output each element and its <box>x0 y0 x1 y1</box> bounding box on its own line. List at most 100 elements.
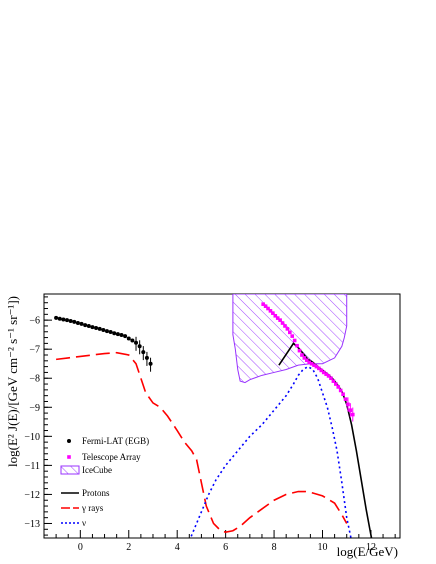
data-point <box>350 412 355 417</box>
data-point <box>144 355 149 360</box>
legend-label: γ rays <box>81 503 104 513</box>
data-point <box>75 321 80 326</box>
data-point <box>137 344 142 349</box>
x-tick-label: 0 <box>78 542 83 553</box>
y-axis-title: log(E² J(E)/[GeV cm⁻² s⁻¹ sr⁻¹]) <box>5 296 20 467</box>
data-point <box>263 304 268 308</box>
data-point <box>307 360 311 365</box>
x-axis-ticks: 0 2 4 6 8 10 12 <box>55 530 396 553</box>
data-point <box>295 343 299 348</box>
legend-label: ν <box>82 518 86 528</box>
data-point <box>57 316 62 321</box>
data-point <box>104 329 109 334</box>
data-point <box>283 324 287 328</box>
data-point <box>126 336 131 341</box>
data-point <box>338 388 343 393</box>
data-point <box>108 330 113 335</box>
data-point <box>271 311 275 315</box>
data-point <box>280 321 285 325</box>
legend-marker <box>67 455 71 459</box>
legend-label: Protons <box>82 488 110 498</box>
data-point <box>112 331 117 336</box>
data-point <box>314 364 319 369</box>
plot-frame <box>43 293 401 539</box>
y-tick-label: −10 <box>24 432 40 443</box>
data-point <box>54 315 59 320</box>
x-tick-label: 8 <box>272 542 277 553</box>
data-point <box>72 319 77 324</box>
y-tick-label: −11 <box>25 461 40 472</box>
y-tick-label: −6 <box>29 316 40 327</box>
legend: Fermi-LAT (EGB) Telescope Array IceCube Pro… <box>60 436 149 528</box>
data-point <box>268 309 273 313</box>
legend-label: IceCube <box>82 465 112 475</box>
data-point <box>346 402 350 407</box>
series-layer <box>54 294 373 538</box>
data-point <box>319 368 324 373</box>
data-point <box>275 316 280 320</box>
data-point <box>266 306 270 311</box>
data-point <box>68 319 73 324</box>
data-point <box>336 385 341 389</box>
data-point <box>288 330 292 335</box>
legend-marker <box>60 465 80 475</box>
x-tick-label: 4 <box>175 542 180 553</box>
data-point <box>141 350 146 355</box>
data-point <box>321 370 326 375</box>
x-tick-label: 12 <box>366 542 376 553</box>
data-point <box>119 332 124 337</box>
y-tick-label: −9 <box>29 403 40 414</box>
series-line <box>56 351 348 534</box>
y-tick-label: −7 <box>29 345 40 356</box>
data-point <box>90 325 95 330</box>
x-axis-title: log(E/GeV) <box>337 544 398 559</box>
data-point <box>317 366 321 371</box>
data-point <box>326 374 331 378</box>
data-point <box>97 326 102 331</box>
data-point <box>300 353 304 357</box>
data-point <box>290 334 295 338</box>
data-point <box>65 318 70 323</box>
data-point <box>343 397 348 401</box>
data-point <box>297 348 302 353</box>
data-point <box>79 321 84 326</box>
data-point <box>348 408 353 412</box>
data-point <box>302 356 307 360</box>
data-point <box>148 361 153 366</box>
series-line <box>189 365 352 538</box>
legend-label: Telescope Array <box>82 452 141 462</box>
data-point <box>312 363 316 367</box>
data-point <box>115 332 120 337</box>
data-point <box>273 313 278 318</box>
data-point <box>324 372 328 376</box>
y-tick-label: −8 <box>29 374 40 385</box>
data-point <box>123 334 128 339</box>
data-point <box>278 318 282 322</box>
data-point <box>130 338 135 343</box>
data-point <box>83 323 88 328</box>
data-point <box>309 361 314 366</box>
x-tick-label: 2 <box>126 542 131 553</box>
icecube-band <box>232 294 348 384</box>
data-point <box>331 379 336 383</box>
x-tick-label: 10 <box>318 542 328 553</box>
data-point <box>329 376 333 381</box>
data-point <box>86 323 91 328</box>
data-point <box>101 328 106 333</box>
legend-label: Fermi-LAT (EGB) <box>82 436 149 446</box>
y-tick-label: −12 <box>24 490 40 501</box>
data-point <box>285 327 290 331</box>
data-point <box>341 392 345 397</box>
data-point <box>94 325 99 330</box>
y-axis-ticks: −6 −7 −8 −9 −10 −11 −12 −13 <box>24 296 52 536</box>
data-point <box>292 338 297 343</box>
data-point <box>304 358 309 363</box>
data-point <box>261 302 265 306</box>
x-tick-label: 6 <box>223 542 228 553</box>
legend-marker <box>67 439 71 443</box>
y-tick-label: −13 <box>24 519 40 530</box>
data-point <box>134 340 139 345</box>
data-point <box>61 317 66 322</box>
data-point <box>334 382 338 386</box>
